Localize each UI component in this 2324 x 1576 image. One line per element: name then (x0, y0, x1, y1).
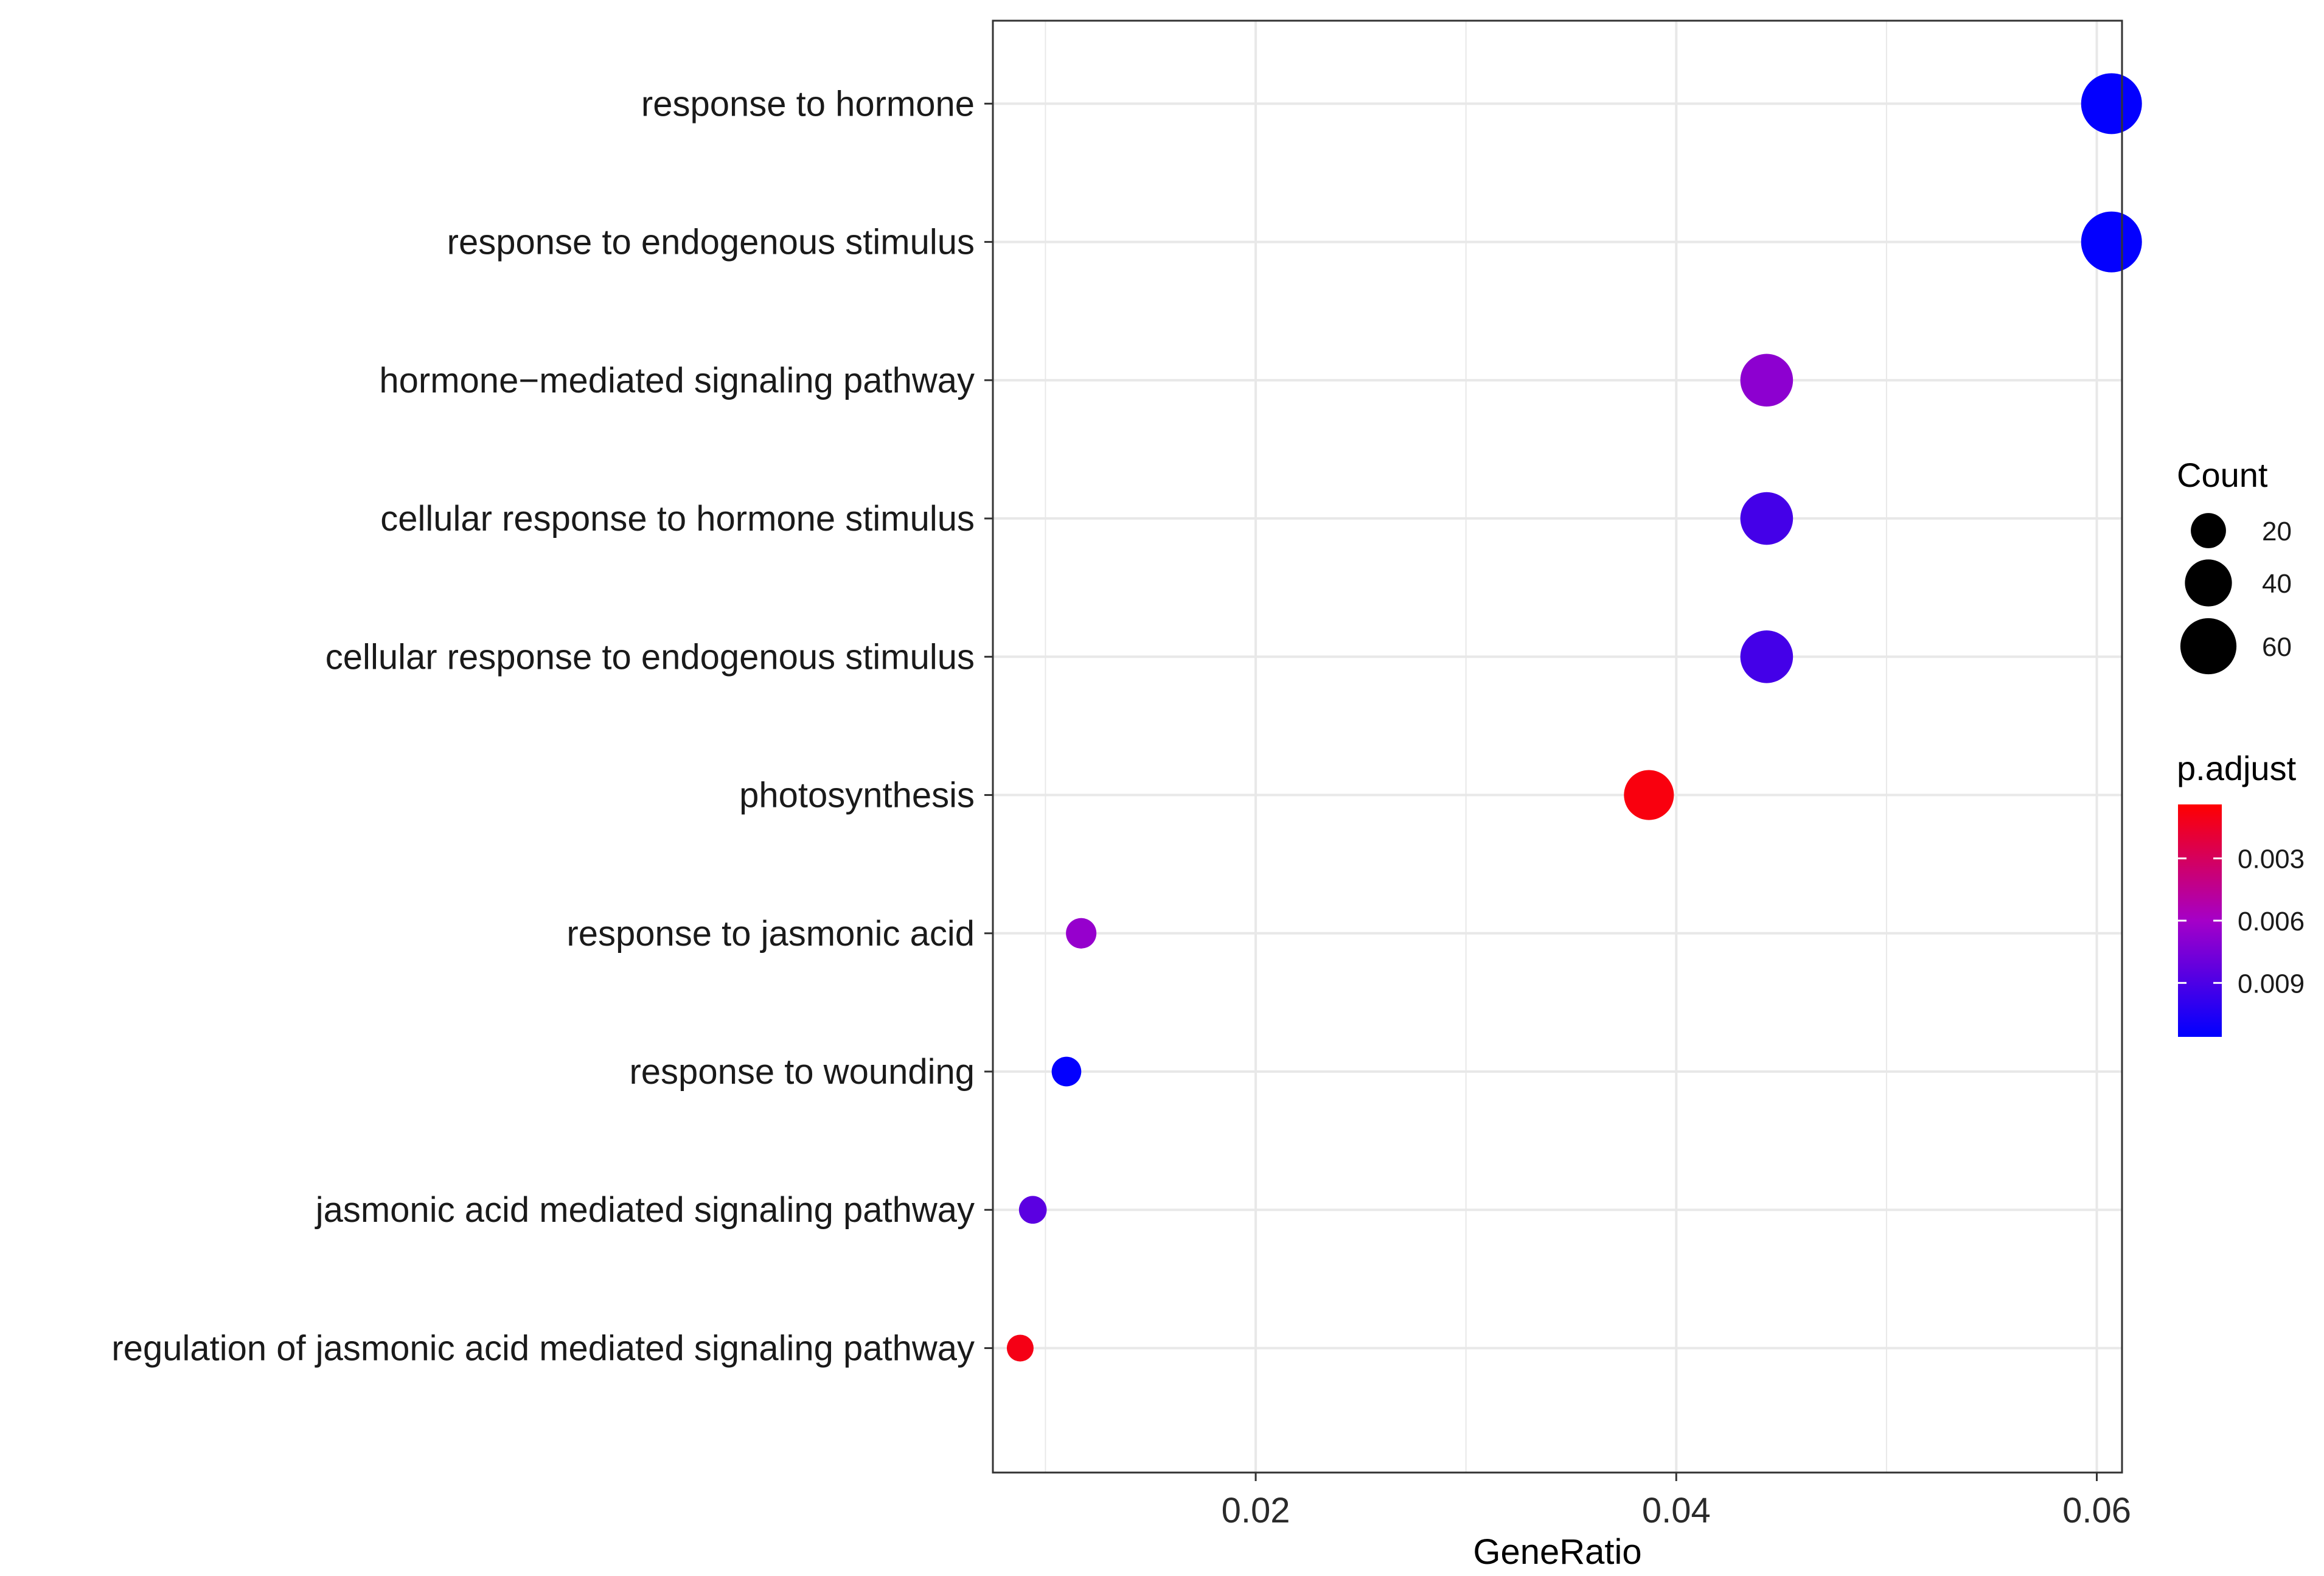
count-legend-title: Count (2177, 456, 2268, 494)
x-tick-label: 0.04 (1642, 1491, 1711, 1530)
data-point (2081, 211, 2142, 273)
y-tick-label: regulation of jasmonic acid mediated sig… (111, 1328, 975, 1368)
y-tick-label: response to jasmonic acid (566, 914, 975, 954)
p-adjust-legend-title: p.adjust (2177, 749, 2297, 787)
y-tick-label: cellular response to hormone stimulus (380, 499, 975, 539)
y-tick-label: jasmonic acid mediated signaling pathway (315, 1190, 975, 1230)
count-legend-key (2191, 513, 2226, 548)
p-adjust-legend-label: 0.003 (2238, 845, 2305, 874)
count-legend-label: 40 (2262, 569, 2292, 599)
count-legend-label: 60 (2262, 632, 2292, 662)
count-legend-label: 20 (2262, 517, 2292, 546)
y-tick-label: cellular response to endogenous stimulus (325, 637, 975, 677)
data-point (1066, 918, 1097, 949)
y-tick-label: response to wounding (629, 1052, 975, 1092)
y-tick-label: response to hormone (641, 84, 975, 124)
data-points (1006, 73, 2142, 1362)
data-point (2081, 73, 2142, 134)
data-point (1018, 1196, 1047, 1224)
y-tick-label: response to endogenous stimulus (447, 223, 975, 262)
data-point (1740, 492, 1793, 545)
x-axis-title: GeneRatio (1473, 1532, 1641, 1572)
p-adjust-color-legend: p.adjust 0.003 0.006 0.009 (2177, 749, 2305, 1037)
y-tick-label: hormone−mediated signaling pathway (379, 361, 975, 400)
x-tick-label: 0.06 (2062, 1491, 2131, 1530)
count-size-legend: Count 20 40 60 (2177, 456, 2292, 675)
x-tick-label: 0.02 (1222, 1491, 1290, 1530)
data-point (1740, 630, 1793, 683)
data-point (1006, 1334, 1034, 1362)
grid-lines (993, 21, 2122, 1473)
x-axis: 0.02 0.04 0.06 (1222, 1473, 2131, 1530)
count-legend-key (2185, 559, 2232, 607)
data-point (1051, 1056, 1082, 1087)
count-legend-key (2180, 618, 2237, 675)
p-adjust-legend-label: 0.006 (2238, 907, 2305, 936)
y-axis: response to hormone response to endogenou… (111, 84, 993, 1368)
plot-panel-border (992, 19, 2123, 1474)
p-adjust-legend-label: 0.009 (2238, 969, 2305, 999)
data-point (1740, 354, 1793, 407)
y-tick-label: photosynthesis (739, 776, 975, 815)
data-point (1624, 770, 1674, 820)
